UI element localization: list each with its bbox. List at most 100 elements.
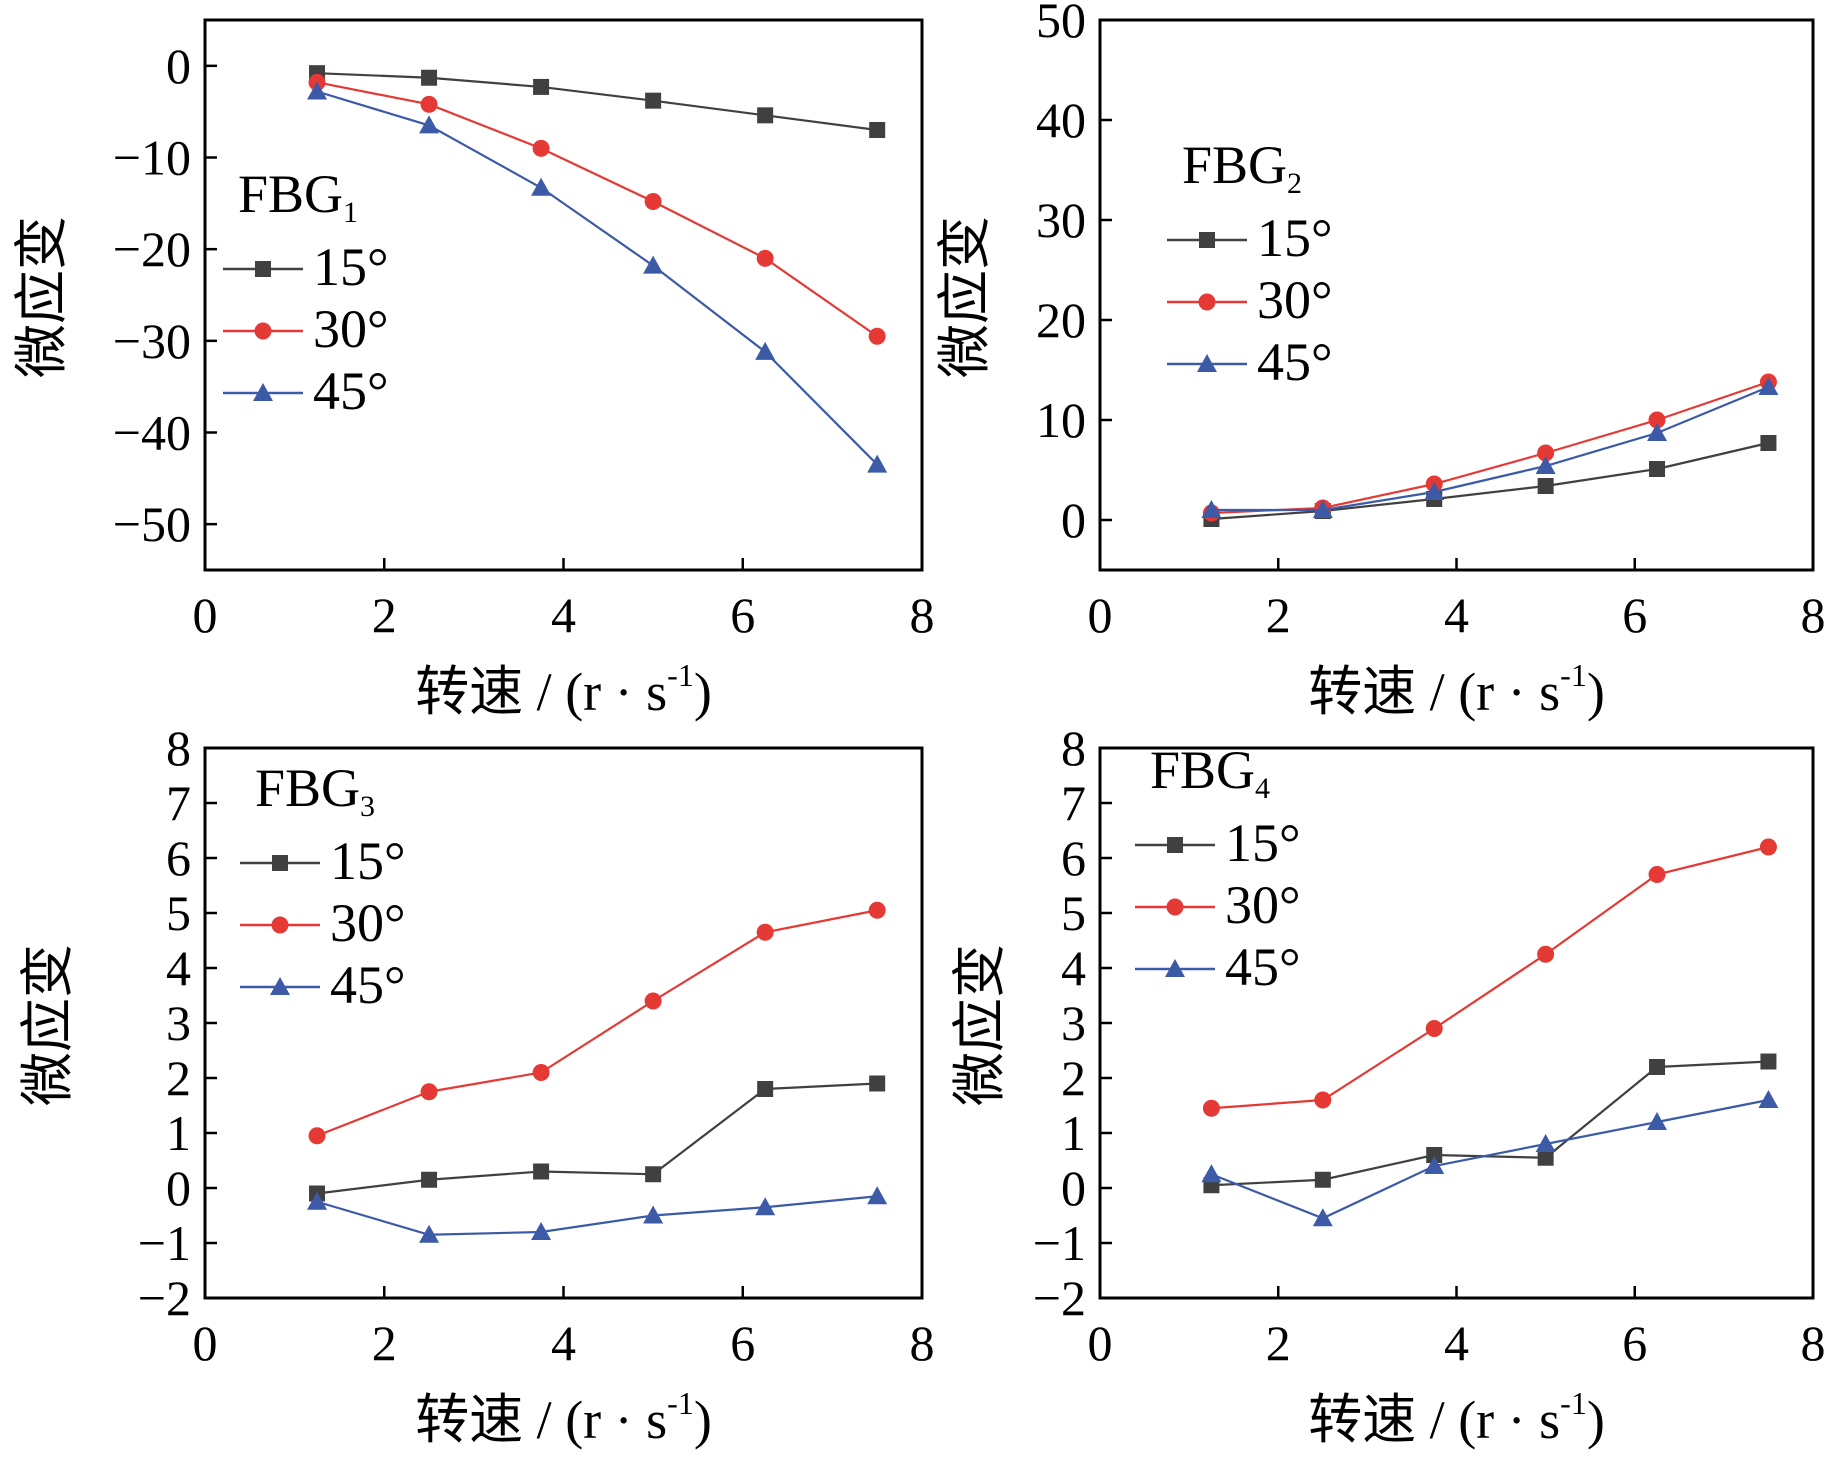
y-tick-label: −30	[113, 313, 191, 369]
legend: FBG4 15°30°45°	[1135, 740, 1301, 997]
y-tick-label: −1	[138, 1215, 191, 1271]
legend-title-subscript: 2	[1287, 167, 1302, 200]
legend-label-2: 30°	[1225, 875, 1301, 935]
y-tick-label: −1	[1033, 1215, 1086, 1271]
y-tick-label: −2	[1033, 1270, 1086, 1326]
data-point-1-2	[421, 69, 438, 86]
data-point-3-3	[1424, 482, 1445, 500]
y-tick-label: 8	[1061, 720, 1086, 776]
data-point-1-3	[1426, 1147, 1443, 1163]
y-tick-label: 0	[166, 38, 191, 94]
y-tick-label: 0	[1061, 1160, 1086, 1216]
data-point-1-6	[1760, 435, 1777, 451]
data-point-2-6	[868, 327, 886, 345]
data-point-2-6	[1759, 838, 1777, 856]
y-tick-label: 5	[166, 885, 191, 941]
x-axis-label-superscript: -1	[667, 657, 694, 693]
data-point-1-4	[1537, 1149, 1554, 1166]
y-tick-label: 30	[1036, 192, 1086, 248]
legend-title: FBG2	[1182, 135, 1302, 200]
data-point-3-2	[419, 115, 440, 134]
legend-label-1: 15°	[1225, 813, 1301, 873]
data-point-1-5	[1649, 1059, 1666, 1075]
legend-marker-1	[255, 261, 271, 277]
data-point-3-5	[1647, 423, 1668, 441]
x-tick-label: 8	[910, 1315, 935, 1371]
x-tick-label: 6	[730, 1315, 755, 1371]
legend-title-main: FBG	[238, 164, 343, 224]
data-point-2-3	[1425, 1020, 1443, 1037]
data-point-3-4	[1535, 456, 1556, 474]
legend-marker-3	[1165, 959, 1185, 977]
data-point-2-4	[1537, 945, 1555, 963]
y-tick-label: 7	[1061, 775, 1086, 831]
y-tick-label: −20	[113, 221, 191, 277]
legend-title-subscript: 4	[1255, 772, 1270, 805]
y-tick-label: 2	[1061, 1050, 1086, 1106]
x-tick-label: 2	[1266, 587, 1291, 643]
legend-title: FBG4	[1150, 740, 1270, 805]
series-line-1	[1211, 1060, 1769, 1187]
legend-label-3: 45°	[1257, 332, 1333, 392]
legend-title-subscript: 3	[360, 790, 375, 823]
y-tick-label: 8	[166, 720, 191, 776]
data-point-1-5	[757, 107, 774, 124]
data-point-1-6	[869, 122, 886, 138]
legend-label-2: 30°	[330, 893, 406, 953]
y-tick-label: 4	[1061, 940, 1086, 996]
series-line-2	[1211, 845, 1769, 1110]
x-axis-label-end: )	[1587, 1390, 1605, 1450]
y-tick-label: −40	[113, 405, 191, 461]
data-point-3-3	[1424, 1156, 1445, 1174]
data-point-2-4	[1537, 444, 1555, 462]
data-point-1-4	[645, 92, 662, 109]
data-point-1-4	[645, 1166, 662, 1183]
legend-title-subscript: 1	[343, 196, 358, 229]
data-point-3-1	[1201, 1164, 1222, 1183]
x-axis-label-end: )	[1587, 662, 1605, 722]
data-point-2-3	[532, 139, 550, 157]
x-tick-label: 8	[910, 587, 935, 643]
x-tick-label: 0	[193, 1315, 218, 1371]
y-tick-label: 0	[166, 1160, 191, 1216]
y-tick-label: 0	[1061, 492, 1086, 548]
y-tick-label: 1	[166, 1105, 191, 1161]
data-point-2-4	[644, 193, 662, 210]
data-point-1-2	[1314, 1171, 1331, 1188]
series-line-1	[316, 1082, 878, 1195]
data-point-3-2	[1312, 1208, 1333, 1227]
data-point-3-6	[1758, 377, 1779, 395]
data-point-1-2	[421, 1171, 438, 1188]
data-point-2-4	[644, 992, 662, 1010]
data-point-1-4	[1537, 478, 1554, 494]
data-point-2-2	[420, 95, 438, 113]
x-tick-label: 6	[1622, 587, 1647, 643]
y-tick-label: −50	[113, 496, 191, 552]
data-point-3-1	[307, 81, 328, 100]
legend-label-1: 15°	[330, 831, 406, 891]
data-point-3-4	[643, 255, 664, 274]
series-line-3	[1211, 1098, 1769, 1220]
x-axis-label-superscript: -1	[667, 1385, 694, 1421]
data-point-1-6	[869, 1075, 886, 1092]
y-tick-label: −10	[113, 130, 191, 186]
data-point-2-6	[868, 901, 886, 919]
data-point-2-1	[1202, 1099, 1220, 1117]
x-axis-label: 转速 / (r · s-1)	[1308, 1385, 1605, 1450]
y-axis-label: 微应变	[935, 216, 995, 378]
legend-label-3: 45°	[313, 361, 389, 421]
data-point-3-4	[1535, 1134, 1556, 1152]
y-tick-label: 20	[1036, 292, 1086, 348]
x-axis-label-main: 转速 / (r · s	[1308, 662, 1560, 722]
y-axis-label: 微应变	[12, 216, 72, 378]
x-axis-label-main: 转速 / (r · s	[415, 1390, 667, 1450]
series-line-3	[316, 90, 878, 466]
data-point-1-3	[533, 1163, 550, 1180]
data-point-2-1	[308, 1127, 326, 1145]
legend-marker-2	[1166, 898, 1184, 916]
x-tick-label: 0	[1088, 587, 1113, 643]
data-point-2-5	[756, 249, 774, 267]
data-point-1-5	[1649, 461, 1666, 477]
data-point-1-6	[1760, 1053, 1777, 1070]
